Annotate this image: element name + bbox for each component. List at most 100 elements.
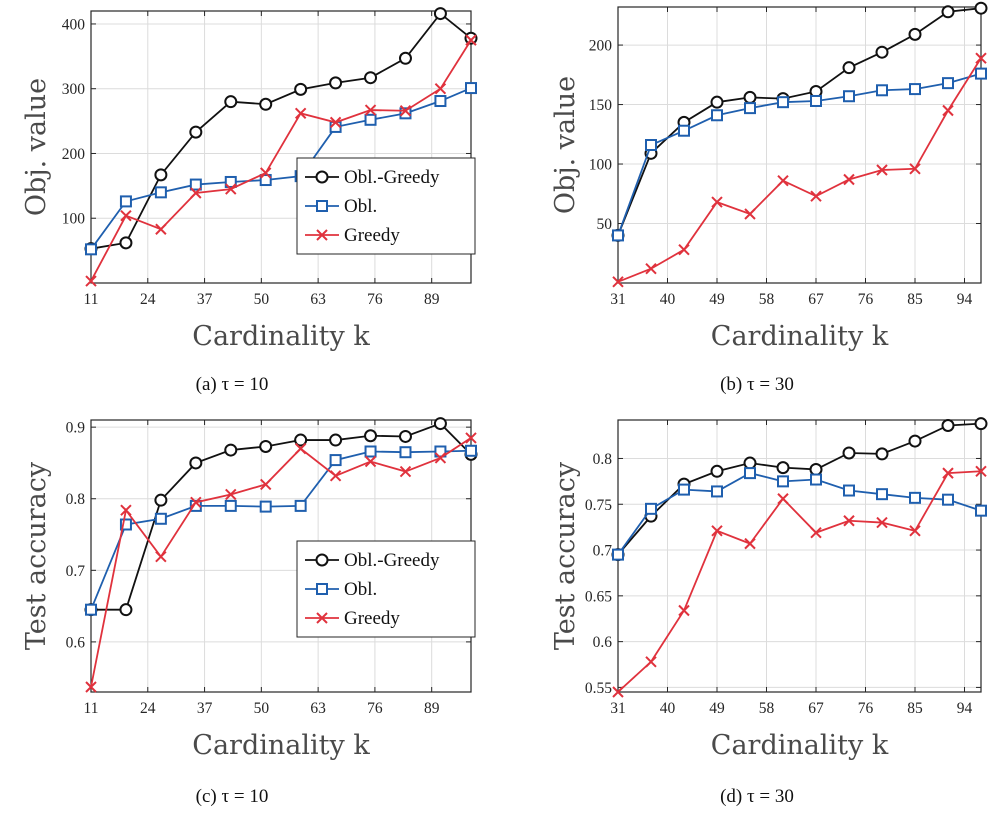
- x-tick-label: 31: [610, 291, 626, 308]
- data-point: [777, 475, 789, 488]
- data-point: [329, 116, 342, 129]
- data-point: [399, 105, 412, 117]
- data-point: [843, 484, 855, 497]
- data-point: [908, 27, 922, 41]
- y-tick-label: 0.7: [66, 563, 86, 580]
- data-point: [941, 418, 955, 432]
- data-point: [294, 82, 308, 96]
- data-point: [155, 223, 167, 235]
- plot-area: [618, 7, 981, 283]
- data-point: [224, 175, 237, 188]
- data-point: [744, 537, 756, 550]
- data-point: [189, 499, 202, 512]
- data-point: [85, 275, 97, 287]
- y-tick-label: 0.8: [66, 491, 86, 508]
- legend-marker: [316, 229, 328, 241]
- data-point: [259, 500, 272, 513]
- data-point: [190, 496, 202, 509]
- data-point: [743, 90, 757, 104]
- data-point: [909, 83, 921, 96]
- data-point: [120, 504, 132, 516]
- data-point: [776, 461, 790, 475]
- y-tick-label: 150: [589, 97, 613, 114]
- x-tick-label: 50: [254, 291, 270, 308]
- data-point: [189, 456, 203, 470]
- data-point: [975, 504, 987, 517]
- data-point: [224, 499, 237, 512]
- data-point: [154, 493, 168, 507]
- data-point: [364, 445, 377, 458]
- data-point: [974, 417, 988, 431]
- x-tick-label: 11: [84, 291, 99, 308]
- data-point: [85, 681, 97, 693]
- panel-caption: (a) τ = 10: [196, 374, 269, 395]
- y-axis-label: Obj. value: [550, 76, 581, 214]
- data-point: [909, 525, 921, 537]
- data-point: [975, 67, 987, 80]
- data-point: [710, 464, 724, 478]
- data-point: [678, 483, 690, 496]
- data-point: [777, 493, 789, 505]
- x-tick-label: 63: [310, 700, 326, 717]
- data-point: [259, 97, 273, 111]
- y-tick-label: 0.65: [585, 588, 612, 605]
- data-point: [809, 462, 823, 476]
- data-point: [843, 515, 855, 527]
- y-axis-label: Test accuracy: [21, 461, 52, 650]
- x-tick-label: 94: [957, 291, 973, 308]
- legend-label: Obl.-Greedy: [344, 167, 440, 188]
- data-point: [711, 109, 723, 122]
- series-line: [90, 39, 472, 282]
- series-obl: [612, 67, 987, 242]
- legend-label: Obl.-Greedy: [344, 550, 440, 571]
- data-point: [189, 125, 203, 139]
- data-point: [189, 178, 202, 191]
- panel-caption: (c) τ = 10: [196, 786, 269, 807]
- data-point: [810, 526, 822, 539]
- data-point: [294, 442, 307, 455]
- x-tick-label: 76: [367, 291, 383, 308]
- data-point: [909, 163, 921, 175]
- data-point: [711, 485, 723, 498]
- legend-marker: [315, 170, 329, 184]
- x-tick-label: 67: [808, 700, 824, 717]
- data-point: [433, 7, 447, 21]
- data-point: [876, 488, 888, 501]
- x-tick-label: 94: [957, 700, 973, 717]
- data-point: [465, 444, 477, 457]
- data-point: [876, 516, 888, 529]
- data-point: [942, 77, 954, 90]
- data-point: [876, 84, 888, 97]
- data-point: [329, 470, 342, 482]
- data-point: [777, 96, 789, 109]
- y-tick-label: 200: [62, 146, 86, 163]
- data-point: [119, 518, 132, 531]
- data-point: [399, 107, 412, 120]
- legend: Obl.-Greedy Obl. Greedy: [296, 540, 476, 638]
- legend-label: Obl.: [344, 196, 377, 217]
- data-point: [942, 104, 954, 117]
- data-point: [225, 183, 237, 195]
- data-point: [875, 447, 889, 461]
- y-tick-label: 300: [62, 81, 86, 98]
- x-axis-label: Cardinality k: [711, 730, 889, 761]
- data-point: [975, 52, 987, 64]
- data-point: [119, 236, 133, 250]
- axes-frame: [617, 6, 982, 284]
- grid: [90, 11, 471, 283]
- data-point: [678, 124, 690, 137]
- chart-panel-c: 11 24 37 50 63 76 89 0.6 0.7 0.8 0.9 Cardinality k T…: [21, 417, 478, 807]
- data-point: [743, 456, 757, 470]
- legend-label: Greedy: [344, 225, 400, 246]
- series-obl: [85, 82, 477, 256]
- data-point: [909, 491, 921, 504]
- data-point: [329, 454, 342, 467]
- x-tick-label: 49: [709, 291, 725, 308]
- data-point: [433, 417, 447, 431]
- data-point: [329, 76, 343, 90]
- x-tick-label: 67: [808, 291, 824, 308]
- data-point: [645, 139, 657, 151]
- data-point: [364, 113, 377, 126]
- y-tick-label: 0.75: [585, 497, 612, 514]
- data-point: [294, 499, 307, 512]
